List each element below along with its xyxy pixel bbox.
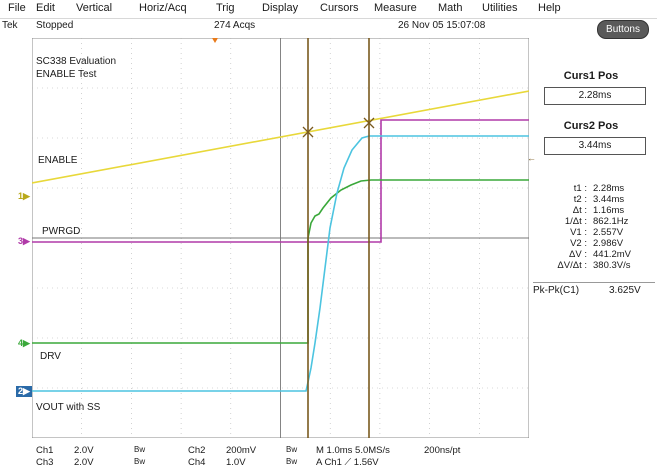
ch3-scale[interactable]: 2.0V [74, 457, 94, 468]
readout-row: V1 : 2.557V [536, 227, 654, 238]
graticule-grid [32, 38, 529, 438]
pwrgd-label: PWRGD [42, 226, 81, 237]
ch4-bw-badge: Bw [286, 457, 298, 466]
trigger-position-marker [212, 38, 218, 43]
run-state: Stopped [36, 20, 74, 31]
ch2-scale[interactable]: 200mV [226, 445, 257, 456]
curs1-pos-field[interactable]: 2.28ms [544, 87, 646, 105]
readout-row: ΔV : 441.2mV [536, 249, 654, 260]
waveform-display[interactable]: SC338 Evaluation ENABLE Test ENABLE PWRG… [32, 38, 529, 438]
ch3-marker-num: 3 [18, 236, 24, 246]
ch3-marker[interactable]: 3▶ [18, 236, 30, 246]
ch1-enable-trace [32, 90, 529, 184]
readout-label: 1/Δt : [564, 216, 587, 227]
readout-row: Δt : 1.16ms [536, 205, 654, 216]
cursor1-crosshair [302, 126, 314, 138]
pkpk-value: 3.625V [609, 285, 641, 296]
vout-label: VOUT with SS [36, 402, 101, 413]
readout-row: t2 : 3.44ms [536, 194, 654, 205]
readout-row: 1/Δt : 862.1Hz [536, 216, 654, 227]
waveform-svg [32, 38, 529, 438]
curs1-title: Curs1 Pos [563, 70, 619, 82]
menu-measure[interactable]: Measure [374, 2, 417, 14]
screen-title-1: SC338 Evaluation [36, 56, 117, 67]
cursor-panel: Curs1 Pos 2.28ms Curs2 Pos 3.44ms [536, 70, 654, 155]
channel-settings-bar: Ch1 2.0V Bw Ch2 200mV Bw M 1.0ms 5.0MS/s… [0, 445, 657, 475]
drv-label: DRV [40, 351, 61, 362]
ch1-marker-num: 1 [18, 191, 24, 201]
ch4-marker[interactable]: 4▶ [18, 338, 30, 348]
readout-label: ΔV : [569, 249, 587, 260]
ch3-pwrgd-trace [32, 119, 529, 243]
readout-label: Δt : [572, 205, 587, 216]
menu-horiz-acq[interactable]: Horiz/Acq [139, 2, 187, 14]
ch3-bw-badge: Bw [134, 457, 146, 466]
acq-count: 274 Acqs [214, 20, 256, 31]
ch4-label[interactable]: Ch4 [188, 457, 206, 468]
menu-cursors[interactable]: Cursors [320, 2, 359, 14]
datetime-label: 26 Nov 05 15:07:08 [398, 20, 486, 31]
pkpk-label: Pk-Pk(C1) [533, 285, 580, 296]
readout-value: 2.986V [593, 238, 624, 249]
menu-help[interactable]: Help [538, 2, 561, 14]
menu-file[interactable]: File [8, 2, 26, 14]
trigger-settings[interactable]: A Ch1 ⟋ 1.56V [316, 457, 379, 468]
ch3-label[interactable]: Ch3 [36, 457, 54, 468]
menu-math[interactable]: Math [438, 2, 463, 14]
menu-bar: File Edit Vertical Horiz/Acq Trig Displa… [0, 0, 657, 19]
curs2-pos-field[interactable]: 3.44ms [544, 137, 646, 155]
readout-label: t1 : [573, 183, 587, 194]
menu-vertical[interactable]: Vertical [76, 2, 113, 14]
readout-label: t2 : [573, 194, 587, 205]
ch1-bw-badge: Bw [134, 445, 146, 454]
readout-row: t1 : 2.28ms [536, 183, 654, 194]
buttons-button[interactable]: Buttons [597, 20, 649, 39]
ch2-bw-badge: Bw [286, 445, 298, 454]
ch4-scale[interactable]: 1.0V [226, 457, 246, 468]
status-bar: Tek Stopped 274 Acqs 26 Nov 05 15:07:08 [0, 19, 657, 33]
sample-rate: 200ns/pt [424, 445, 461, 456]
readout-value: 2.28ms [593, 183, 625, 194]
ch2-label[interactable]: Ch2 [188, 445, 206, 456]
screen-title-2: ENABLE Test [36, 69, 97, 80]
menu-edit[interactable]: Edit [36, 2, 55, 14]
ch1-scale[interactable]: 2.0V [74, 445, 94, 456]
readout-value: 380.3V/s [593, 260, 631, 271]
ch2-marker-num: 2 [18, 386, 24, 396]
brand-label: Tek [2, 20, 18, 31]
readout-value: 3.44ms [593, 194, 625, 205]
menu-utilities[interactable]: Utilities [482, 2, 518, 14]
readout-value: 2.557V [593, 227, 624, 238]
readout-label: V2 : [570, 238, 587, 249]
enable-label: ENABLE [38, 155, 78, 166]
menu-trig[interactable]: Trig [216, 2, 235, 14]
ch4-marker-num: 4 [18, 338, 24, 348]
ch2-marker[interactable]: 2▶ [16, 386, 32, 397]
readout-row: V2 : 2.986V [536, 238, 654, 249]
horizontal-settings[interactable]: M 1.0ms 5.0MS/s [316, 445, 390, 456]
cursor-readout: t1 : 2.28ms t2 : 3.44ms Δt : 1.16ms 1/Δt : 8… [536, 183, 654, 271]
pkpk-measurement[interactable]: Pk-Pk(C1) 3.625V [533, 282, 655, 296]
readout-row: ΔV/Δt : 380.3V/s [536, 260, 654, 271]
ch1-marker[interactable]: 1▶ [18, 191, 30, 201]
curs2-title: Curs2 Pos [563, 120, 619, 132]
ch1-label[interactable]: Ch1 [36, 445, 54, 456]
cursor-ref-arrow: ← [527, 153, 536, 163]
readout-label: ΔV/Δt : [557, 260, 587, 271]
readout-label: V1 : [570, 227, 587, 238]
readout-value: 441.2mV [593, 249, 632, 260]
menu-display[interactable]: Display [262, 2, 299, 14]
cursor2-crosshair [363, 117, 375, 129]
readout-value: 862.1Hz [593, 216, 629, 227]
readout-value: 1.16ms [593, 205, 625, 216]
